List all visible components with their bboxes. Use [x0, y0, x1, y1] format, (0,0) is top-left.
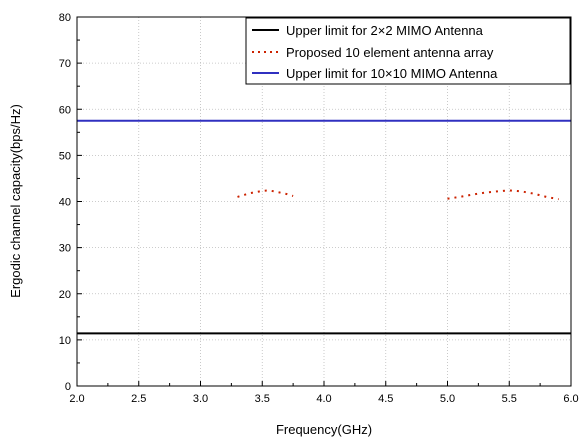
y-tick-label: 70 [59, 58, 71, 70]
legend-label-proposed: Proposed 10 element antenna array [286, 45, 494, 60]
legend-box [245, 17, 571, 85]
x-tick-label: 2.0 [69, 393, 84, 405]
x-tick-label: 5.0 [440, 393, 455, 405]
legend: Upper limit for 2×2 MIMO Antenna Propose… [245, 17, 571, 85]
y-tick-label: 80 [59, 12, 71, 24]
grid-lines [77, 17, 571, 386]
x-tick-label: 4.0 [316, 393, 331, 405]
x-tick-label: 4.5 [378, 393, 393, 405]
x-axis-label: Frequency(GHz) [276, 422, 372, 437]
x-tick-label: 6.0 [563, 393, 578, 405]
y-axis-label: Ergodic channel capacity(bps/Hz) [8, 104, 23, 298]
y-tick-label: 10 [59, 335, 71, 347]
y-tick-label: 20 [59, 289, 71, 301]
y-tick-label: 0 [65, 381, 71, 393]
x-tick-label: 3.5 [255, 393, 270, 405]
y-tick-label: 60 [59, 104, 71, 116]
x-tick-label: 2.5 [131, 393, 146, 405]
legend-label-2x2: Upper limit for 2×2 MIMO Antenna [286, 23, 484, 38]
series-proposed-array [447, 189, 559, 201]
legend-label-10x10: Upper limit for 10×10 MIMO Antenna [286, 66, 498, 81]
y-tick-label: 50 [59, 150, 71, 162]
y-tick-label: 40 [59, 197, 71, 209]
series-proposed-array [237, 189, 294, 198]
series-layer [77, 119, 571, 335]
x-tick-label: 3.0 [193, 393, 208, 405]
x-tick-label: 5.5 [502, 393, 517, 405]
tick-layer: 2.0 2.5 3.0 3.5 4.0 4.5 5.0 5.5 6.0 0 10 20 30 40 50 60… [59, 12, 579, 405]
y-tick-label: 30 [59, 243, 71, 255]
